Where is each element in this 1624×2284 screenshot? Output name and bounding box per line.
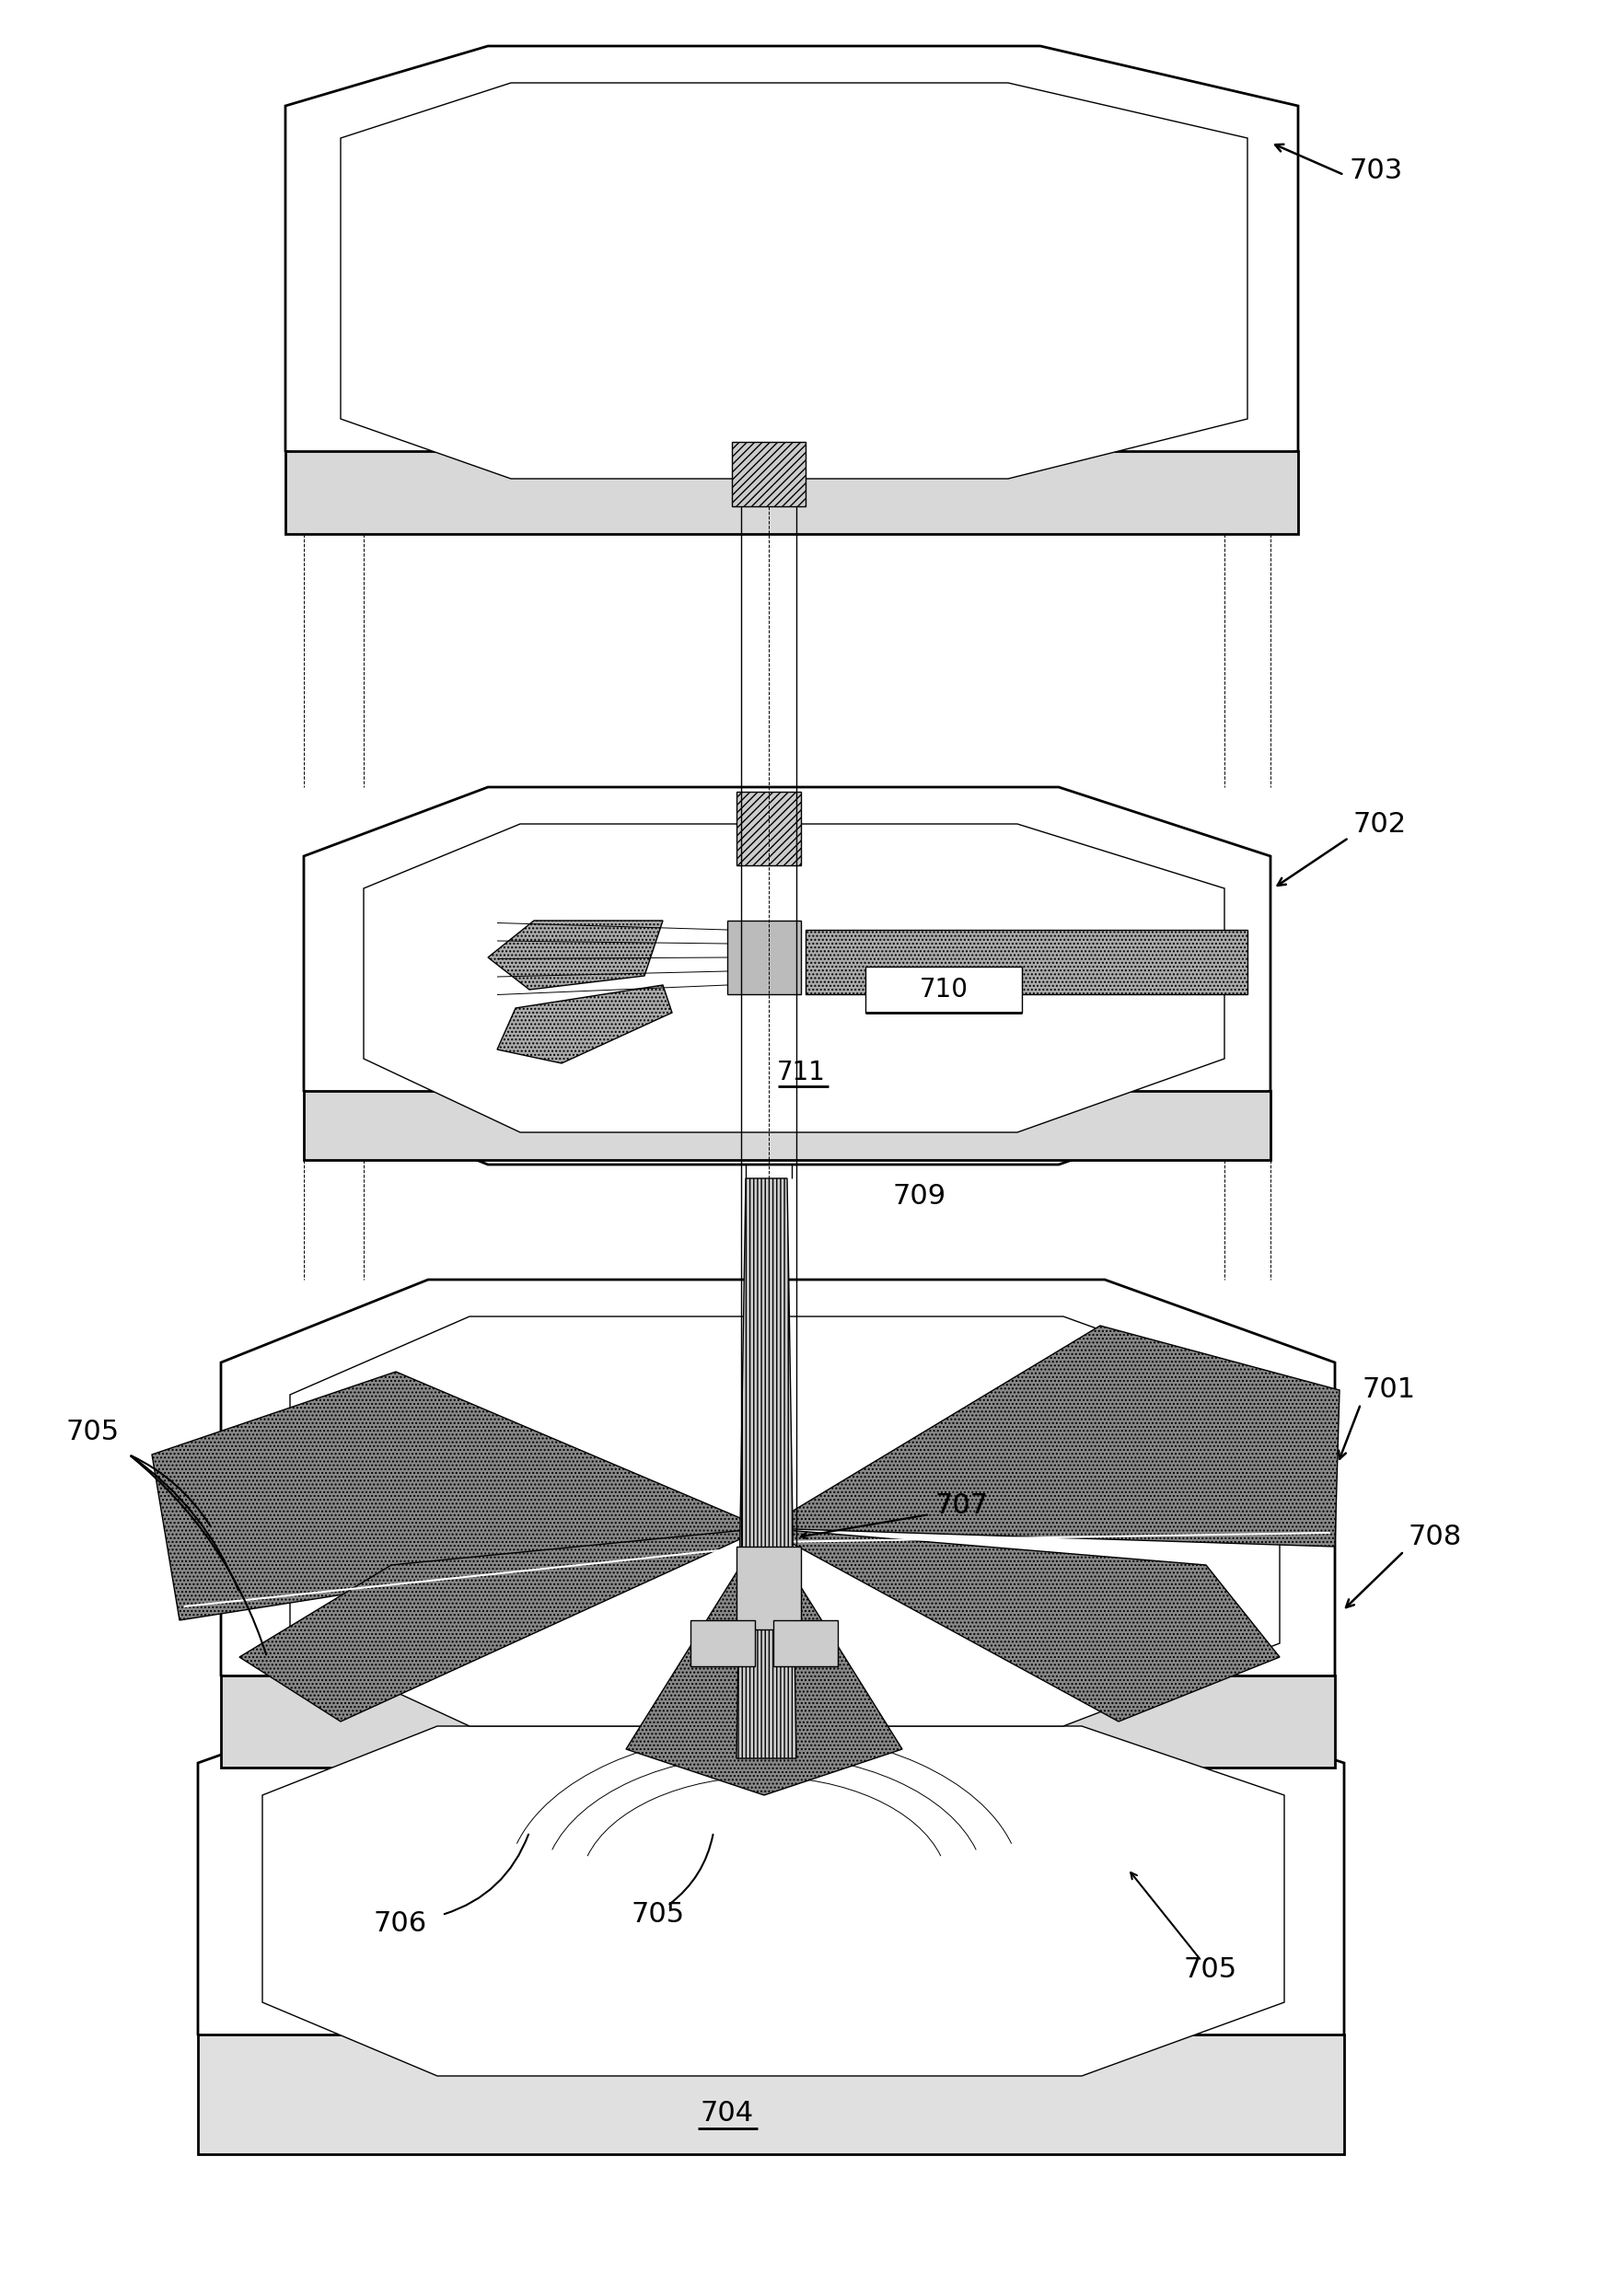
- Text: 705: 705: [1184, 1957, 1237, 1983]
- Polygon shape: [737, 1546, 801, 1628]
- Polygon shape: [286, 452, 1298, 534]
- Text: 705: 705: [632, 1903, 685, 1928]
- Polygon shape: [286, 46, 1298, 512]
- Text: 708: 708: [1408, 1523, 1462, 1551]
- Polygon shape: [221, 1676, 1335, 1768]
- Polygon shape: [487, 920, 663, 989]
- Polygon shape: [304, 788, 1270, 1165]
- Polygon shape: [364, 825, 1224, 1133]
- Text: 701: 701: [1363, 1377, 1416, 1402]
- Polygon shape: [304, 1092, 1270, 1160]
- Polygon shape: [625, 1528, 903, 1795]
- Text: 710: 710: [919, 978, 968, 1003]
- Text: 702: 702: [1353, 811, 1406, 838]
- Polygon shape: [806, 930, 1247, 994]
- Polygon shape: [263, 1727, 1285, 2076]
- Polygon shape: [765, 1528, 1280, 1722]
- Polygon shape: [239, 1528, 765, 1722]
- Polygon shape: [497, 984, 672, 1064]
- Text: 711: 711: [776, 1060, 825, 1085]
- Polygon shape: [732, 441, 806, 507]
- Text: 709: 709: [893, 1183, 947, 1211]
- Text: 707: 707: [934, 1491, 987, 1519]
- Polygon shape: [198, 2035, 1345, 2154]
- Polygon shape: [773, 1619, 838, 1667]
- Polygon shape: [765, 1325, 1340, 1546]
- Polygon shape: [341, 82, 1247, 480]
- Polygon shape: [737, 1179, 796, 1759]
- Polygon shape: [291, 1316, 1280, 1727]
- Polygon shape: [198, 1690, 1345, 2113]
- Polygon shape: [866, 966, 1021, 1012]
- Text: 706: 706: [374, 1912, 427, 1937]
- Polygon shape: [737, 793, 801, 866]
- Text: 705: 705: [67, 1418, 120, 1446]
- Polygon shape: [690, 1619, 755, 1667]
- Text: 703: 703: [1348, 158, 1403, 183]
- Text: 704: 704: [700, 2099, 754, 2126]
- Polygon shape: [728, 920, 801, 994]
- Polygon shape: [221, 1279, 1335, 1763]
- Polygon shape: [153, 1373, 765, 1619]
